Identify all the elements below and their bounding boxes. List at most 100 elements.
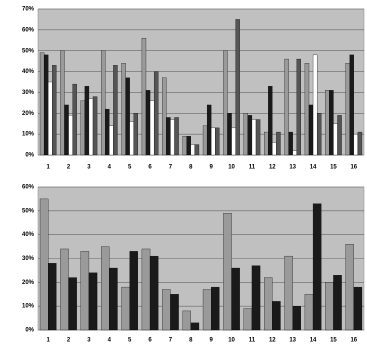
x-tick-label: 8 (189, 165, 193, 171)
bar (284, 255, 293, 331)
x-tick-label: 4 (108, 165, 112, 171)
bar (333, 123, 338, 156)
x-tick-label: 8 (189, 338, 193, 344)
bar (206, 104, 212, 156)
bar (101, 246, 110, 331)
bar (325, 282, 334, 331)
bar (243, 308, 253, 331)
bar (68, 115, 73, 156)
bar (312, 203, 322, 331)
y-tick-label: 50% (22, 208, 35, 214)
x-tick-label: 12 (269, 338, 276, 344)
bar (145, 90, 151, 156)
x-tick-label: 14 (310, 338, 317, 344)
x-tick-label: 1 (47, 338, 51, 344)
bar (272, 301, 281, 331)
y-tick-label: 40% (22, 69, 35, 75)
bar (88, 272, 98, 331)
x-tick-label: 15 (330, 165, 337, 171)
y-tick-label: 50% (22, 48, 35, 54)
bar (329, 90, 334, 156)
bar (186, 136, 191, 156)
bar (133, 113, 138, 156)
bar (60, 248, 69, 331)
x-tick-label: 6 (148, 338, 152, 344)
bar (109, 267, 118, 331)
x-tick-label: 2 (67, 165, 71, 171)
x-tick-label: 5 (128, 338, 132, 344)
y-tick-label: 20% (22, 111, 35, 117)
bar (304, 63, 310, 156)
x-tick-label: 5 (128, 165, 132, 171)
bar (308, 104, 314, 156)
bar (345, 244, 354, 331)
bar (292, 150, 297, 156)
bar (125, 77, 130, 156)
bar (105, 108, 110, 156)
bar (312, 54, 318, 156)
y-tick-label: 20% (22, 280, 35, 286)
bar (88, 98, 94, 156)
bar (149, 255, 159, 331)
bar (60, 50, 65, 156)
bar (202, 289, 212, 331)
y-tick-label: 0% (25, 328, 34, 334)
bar (182, 136, 187, 156)
bar (304, 294, 314, 331)
bar (182, 310, 191, 331)
y-tick-label: 60% (22, 27, 35, 33)
x-tick-label: 6 (148, 165, 152, 171)
x-tick-label: 11 (249, 165, 256, 171)
bar (72, 83, 77, 156)
bar (231, 127, 236, 156)
bar (211, 127, 216, 156)
bar (202, 125, 208, 156)
x-tick-label: 4 (108, 338, 112, 344)
bar (149, 100, 155, 156)
x-tick-label: 14 (310, 165, 317, 171)
bar (141, 248, 151, 331)
bar (264, 277, 273, 331)
bar (276, 131, 281, 156)
bar (141, 38, 147, 156)
x-tick-label: 13 (289, 338, 296, 344)
bar (272, 142, 277, 156)
x-tick-label: 7 (169, 165, 173, 171)
bar (211, 286, 220, 331)
bar (162, 77, 167, 156)
bar (190, 144, 196, 156)
bar (227, 113, 232, 156)
bar (162, 289, 171, 331)
bar (80, 100, 86, 156)
bar (48, 81, 53, 156)
bar (64, 104, 69, 156)
bar (109, 125, 114, 156)
bar (121, 63, 126, 156)
bar (337, 115, 342, 156)
y-tick-label: 60% (22, 185, 35, 191)
bar (223, 213, 232, 331)
bar (255, 119, 261, 156)
bar (223, 50, 228, 156)
bar (284, 58, 289, 156)
x-tick-label: 1 (47, 165, 51, 171)
bar (349, 54, 354, 156)
bar (170, 294, 179, 331)
x-tick-label: 13 (289, 165, 296, 171)
bar (129, 251, 138, 331)
y-tick-label: 10% (22, 304, 35, 310)
x-tick-label: 11 (249, 338, 256, 344)
bar (84, 86, 90, 156)
bar (174, 117, 179, 156)
x-tick-label: 15 (330, 338, 337, 344)
bar (325, 90, 330, 156)
x-tick-label: 3 (87, 338, 91, 344)
bar (345, 63, 350, 156)
bar (92, 96, 98, 156)
bar (251, 265, 261, 331)
bar (292, 306, 301, 331)
bar (333, 275, 342, 331)
bar (166, 117, 171, 156)
